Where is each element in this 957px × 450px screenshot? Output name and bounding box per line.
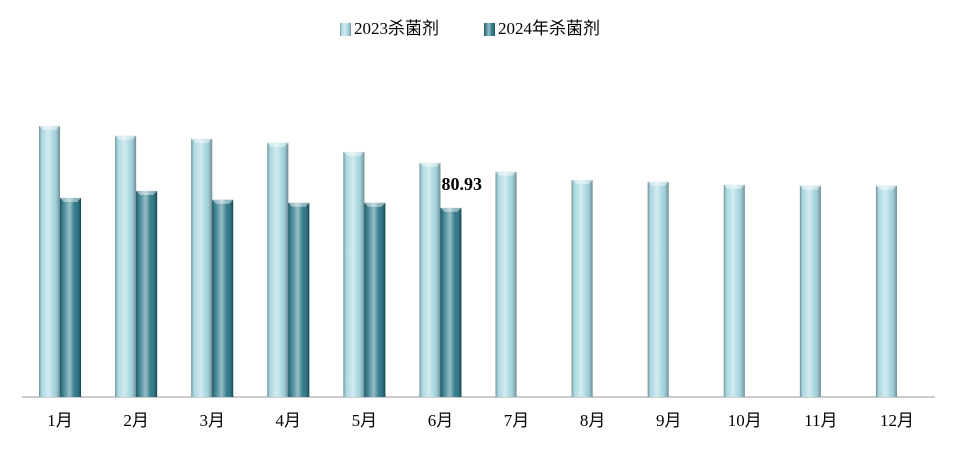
bar-shade: [799, 185, 821, 397]
bar-bevel: [495, 171, 517, 176]
bar-shade: [191, 138, 213, 398]
bar-shade: [115, 135, 137, 397]
bar-bevel: [39, 126, 61, 130]
bar-shade: [60, 197, 82, 397]
x-tick-label: 6月: [428, 411, 454, 430]
x-tick-label: 7月: [504, 411, 530, 430]
bar-bevel: [191, 138, 213, 143]
legend-swatch-shade: [484, 23, 495, 36]
bar-shade: [875, 185, 897, 397]
x-tick-label: 11月: [804, 411, 837, 430]
bar-bevel: [571, 179, 593, 184]
bar-bevel: [647, 181, 669, 186]
bar-bevel: [136, 190, 158, 195]
bar-shade: [267, 142, 289, 397]
bar-shade: [343, 151, 365, 397]
bar-bevel: [875, 185, 897, 190]
x-tick-label: 9月: [656, 411, 682, 430]
bar-shade: [495, 171, 517, 397]
bar-shade: [288, 202, 310, 397]
legend-swatch-shade: [340, 23, 351, 36]
x-tick-label: 5月: [352, 411, 378, 430]
bar-shade: [571, 179, 593, 397]
bar-shade: [440, 207, 462, 397]
bar-shade: [364, 202, 386, 397]
bar-shade: [212, 199, 234, 397]
bar-bevel: [440, 207, 462, 212]
legend-label: 2024年杀菌剂: [498, 19, 600, 38]
bar-bevel: [60, 197, 82, 202]
bar-shade: [723, 184, 745, 397]
x-tick-label: 10月: [728, 411, 762, 430]
bar-bevel: [364, 202, 386, 207]
bar-shade: [647, 181, 669, 397]
x-tick-label: 3月: [199, 411, 225, 430]
bar-bevel: [288, 202, 310, 207]
bar-bevel: [799, 185, 821, 190]
bar-shade: [136, 190, 158, 397]
bar-bevel: [723, 184, 745, 189]
x-tick-label: 8月: [580, 411, 606, 430]
bar-bevel: [115, 135, 137, 140]
x-tick-label: 1月: [47, 411, 73, 430]
bar-bevel: [343, 151, 365, 156]
bar-bevel: [267, 142, 289, 147]
bar-bevel: [212, 199, 234, 204]
bar-shade: [39, 126, 61, 397]
legend-label: 2023杀菌剂: [354, 19, 439, 38]
x-tick-label: 4月: [276, 411, 302, 430]
data-label: 80.93: [441, 174, 482, 194]
x-tick-label: 12月: [880, 411, 914, 430]
bar-shade: [419, 162, 441, 397]
x-tick-label: 2月: [123, 411, 149, 430]
bar-bevel: [419, 162, 441, 167]
